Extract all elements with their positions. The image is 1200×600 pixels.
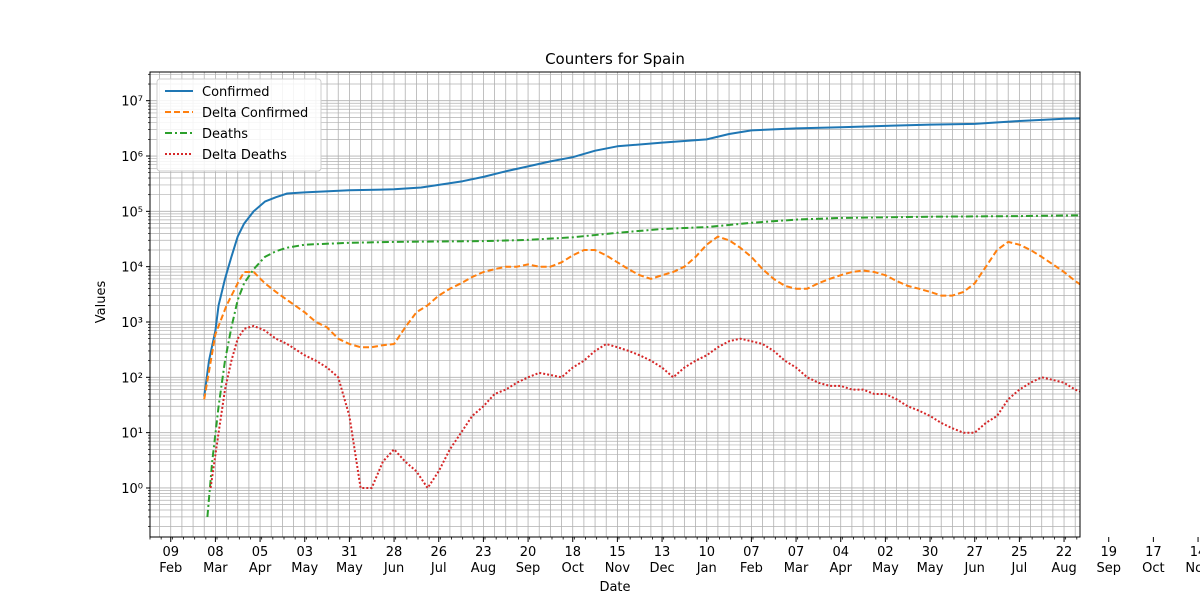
- series-line-deaths: [206, 214, 1080, 517]
- x-tick-month-label: Sep: [1096, 561, 1121, 576]
- legend-label: Confirmed: [202, 85, 270, 100]
- series-line-delta-confirmed: [203, 235, 1080, 400]
- x-tick-day-label: 30: [922, 545, 939, 560]
- legend-box: [156, 78, 322, 172]
- x-tick-month-label: Aug: [471, 561, 496, 576]
- y-tick-label: 10²: [121, 371, 143, 386]
- x-minor-ticks: [149, 537, 1078, 540]
- plot-area: 10⁰10¹10²10³10⁴10⁵10⁶10⁷09Feb08Mar05Apr0…: [121, 71, 1200, 576]
- x-tick-day-label: 31: [341, 545, 358, 560]
- legend-label: Deaths: [202, 127, 248, 142]
- x-tick-day-label: 13: [654, 545, 671, 560]
- y-tick-label: 10⁵: [121, 205, 143, 220]
- y-tick-label: 10¹: [121, 427, 143, 442]
- x-tick-month-label: Jul: [1011, 561, 1028, 576]
- chart-title: Counters for Spain: [545, 50, 685, 68]
- series-group: [203, 117, 1080, 517]
- y-tick-label: 10⁴: [121, 261, 143, 276]
- x-tick-day-label: 10: [698, 545, 715, 560]
- y-ticks: 10⁰ 10¹ 10² 10³ 10⁴ 10⁵ 10⁶ 10⁷: [121, 73, 150, 527]
- y-tick-label: 10⁰: [121, 482, 143, 497]
- x-tick-day-label: 07: [743, 545, 760, 560]
- x-tick-day-label: 04: [832, 545, 849, 560]
- x-tick-month-label: Apr: [249, 561, 272, 576]
- x-tick-day-label: 05: [252, 545, 269, 560]
- x-tick-month-label: Jun: [383, 561, 404, 576]
- y-tick-label: 10⁶: [121, 150, 143, 165]
- x-tick-month-label: Feb: [740, 561, 763, 576]
- x-tick-month-label: May: [872, 561, 899, 576]
- x-tick-month-label: Jul: [430, 561, 447, 576]
- x-axis-label: Date: [599, 580, 630, 595]
- x-tick-day-label: 28: [386, 545, 403, 560]
- x-tick-month-label: May: [336, 561, 363, 576]
- x-tick-day-label: 23: [475, 545, 492, 560]
- x-tick-month-label: Mar: [203, 561, 228, 576]
- x-ticks: 09Feb08Mar05Apr03May31May28Jun26Jul23Aug…: [159, 537, 1200, 576]
- y-axis-label: Values: [94, 281, 109, 324]
- y-tick-label: 10³: [121, 316, 143, 331]
- x-tick-day-label: 07: [788, 545, 805, 560]
- x-tick-day-label: 25: [1011, 545, 1028, 560]
- x-tick-month-label: Feb: [159, 561, 182, 576]
- x-tick-month-label: Mar: [784, 561, 809, 576]
- x-tick-month-label: May: [917, 561, 944, 576]
- series-line-delta-deaths: [209, 324, 1080, 489]
- y-tick-label: 10⁷: [121, 95, 143, 110]
- x-tick-month-label: Nov: [605, 561, 631, 576]
- x-tick-month-label: Jan: [696, 561, 717, 576]
- x-tick-day-label: 22: [1056, 545, 1073, 560]
- x-tick-day-label: 27: [966, 545, 983, 560]
- x-tick-month-label: Oct: [1142, 561, 1164, 576]
- x-tick-month-label: Jun: [964, 561, 985, 576]
- x-tick-day-label: 17: [1145, 545, 1162, 560]
- legend: Confirmed Delta Confirmed Deaths Delta Deat…: [156, 78, 322, 172]
- x-tick-day-label: 14: [1190, 545, 1200, 560]
- legend-label: Delta Deaths: [202, 148, 287, 163]
- x-grid: [159, 72, 1076, 537]
- x-tick-month-label: Oct: [561, 561, 583, 576]
- legend-label: Delta Confirmed: [202, 106, 308, 121]
- x-tick-day-label: 03: [296, 545, 313, 560]
- x-tick-month-label: Aug: [1051, 561, 1076, 576]
- x-tick-day-label: 09: [162, 545, 179, 560]
- x-tick-month-label: Apr: [829, 561, 852, 576]
- x-tick-day-label: 08: [207, 545, 224, 560]
- x-tick-month-label: May: [291, 561, 318, 576]
- x-tick-month-label: Nov: [1185, 561, 1200, 576]
- x-tick-month-label: Sep: [516, 561, 541, 576]
- x-tick-day-label: 02: [877, 545, 894, 560]
- x-tick-day-label: 26: [430, 545, 447, 560]
- x-tick-day-label: 20: [520, 545, 537, 560]
- x-tick-month-label: Dec: [649, 561, 674, 576]
- x-tick-day-label: 19: [1100, 545, 1117, 560]
- axes-frame: [149, 71, 1081, 538]
- x-tick-day-label: 15: [609, 545, 626, 560]
- series-line-confirmed: [203, 117, 1080, 397]
- x-tick-day-label: 18: [564, 545, 581, 560]
